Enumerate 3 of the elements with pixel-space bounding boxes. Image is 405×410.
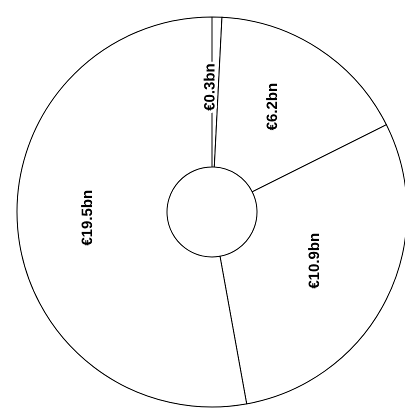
data-label: €19.5bn <box>78 190 96 246</box>
data-label: €10.9bn <box>306 232 323 289</box>
data-label: €6.2bn <box>264 82 282 130</box>
